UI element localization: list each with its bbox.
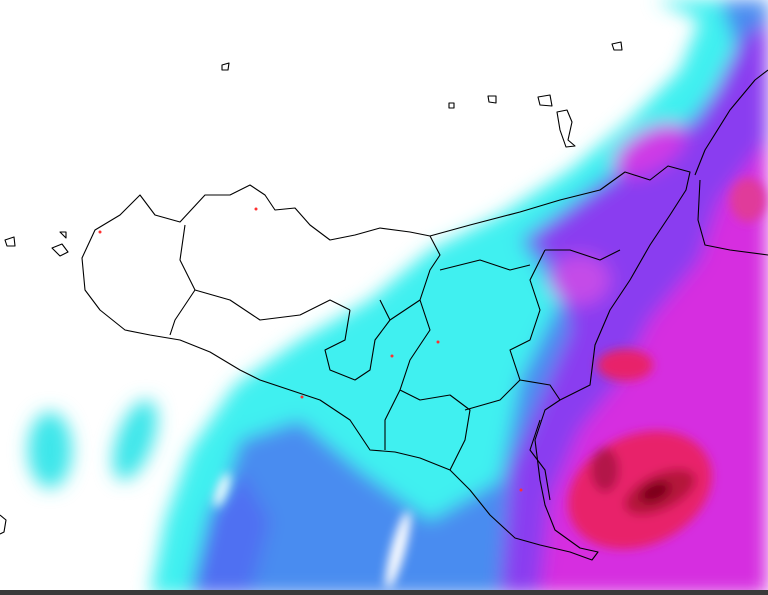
islet [448,102,455,109]
station-dots [98,207,523,492]
islet [4,236,16,247]
field-light [112,400,158,480]
sicily-coast [81,165,691,561]
station-dot [390,354,394,358]
islet [556,109,576,148]
dry-streaks [214,472,411,589]
field-crimson [597,349,653,381]
islet [51,231,69,257]
station-dot [254,207,258,211]
station-dot [300,395,304,399]
station-dot [98,230,102,234]
station-dot [436,340,440,344]
precipitation-core [568,178,766,550]
coastlines [0,41,768,561]
field-light [28,412,72,488]
field-crimson [730,178,766,222]
province-border [169,224,621,501]
islet [487,95,497,104]
bottom-edge [0,590,768,595]
islet [611,41,623,51]
field-magenta [613,123,687,177]
islet [221,62,230,71]
calabria-coast [694,69,768,256]
dry-streak [385,511,411,589]
islet [0,514,7,535]
field-dark [640,481,670,503]
field-blue [190,470,270,595]
field-dark [591,448,619,492]
islet [537,94,553,107]
station-dot [519,488,523,492]
field-magenta [550,255,610,305]
dry-streak [214,472,230,508]
